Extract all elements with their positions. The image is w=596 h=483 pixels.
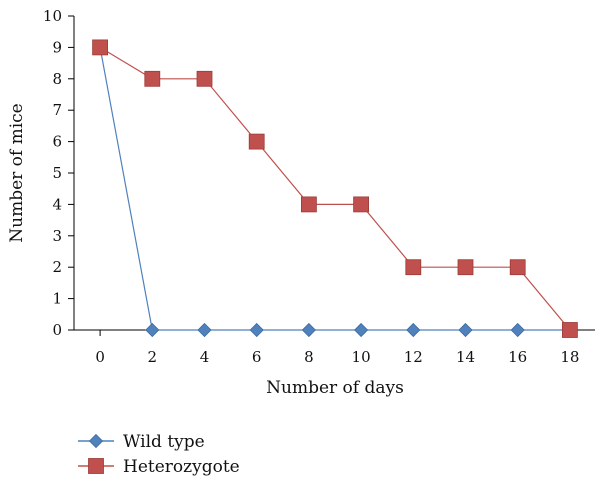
x-tick-label: 10	[352, 348, 371, 366]
data-point	[145, 322, 160, 338]
y-tick-label: 9	[52, 38, 62, 56]
data-point	[248, 133, 265, 150]
data-point	[353, 196, 370, 213]
y-tick-label: 10	[43, 7, 62, 25]
legend: Wild type Heterozygote	[78, 432, 240, 477]
data-point	[300, 196, 317, 213]
y-tick-label: 6	[52, 133, 62, 151]
x-tick-label: 6	[252, 348, 262, 366]
data-point	[509, 259, 526, 276]
y-tick-label: 4	[52, 195, 62, 213]
data-point	[92, 39, 108, 56]
data-point	[144, 70, 161, 87]
data-point	[405, 259, 422, 276]
data-point	[510, 322, 525, 338]
legend-label: Wild type	[123, 432, 205, 452]
data-point	[197, 322, 212, 338]
y-tick-label: 0	[52, 321, 62, 339]
legend-item: Heterozygote	[78, 457, 240, 477]
legend-label: Heterozygote	[123, 457, 240, 477]
series-wild-type	[93, 40, 577, 338]
series-line	[99, 46, 571, 331]
plot-area	[92, 39, 578, 338]
data-point	[301, 322, 316, 338]
x-axis-title: Number of days	[266, 378, 404, 398]
y-axis-title: Number of mice	[7, 103, 27, 243]
series-heterozygote	[92, 39, 578, 338]
x-tick-label: 18	[560, 348, 579, 366]
y-axis-ticks: 0 1 2 3 4 5 6 7 8 9 10	[43, 7, 74, 339]
data-point	[562, 322, 578, 338]
x-tick-label: 4	[200, 348, 210, 366]
y-tick-label: 1	[52, 290, 62, 308]
y-tick-label: 2	[52, 258, 62, 276]
y-tick-label: 3	[52, 227, 62, 245]
x-axis-ticks: 0 2 4 6 8 10 12 14 16 18	[95, 330, 579, 366]
y-tick-label: 5	[52, 164, 62, 182]
y-tick-label: 7	[52, 101, 62, 119]
data-point	[457, 259, 474, 276]
x-tick-label: 12	[404, 348, 423, 366]
x-tick-label: 8	[304, 348, 314, 366]
legend-marker	[88, 433, 104, 449]
data-point	[354, 322, 369, 338]
legend-item: Wild type	[78, 432, 205, 452]
x-tick-label: 14	[456, 348, 475, 366]
data-point	[406, 322, 421, 338]
legend-marker	[88, 458, 104, 474]
series-line	[99, 47, 570, 331]
y-tick-label: 8	[52, 70, 62, 88]
data-point	[196, 70, 213, 87]
x-tick-label: 2	[148, 348, 158, 366]
x-tick-label: 0	[95, 348, 105, 366]
axes	[73, 16, 595, 331]
x-tick-label: 16	[508, 348, 527, 366]
data-point	[249, 322, 264, 338]
data-point	[458, 322, 473, 338]
